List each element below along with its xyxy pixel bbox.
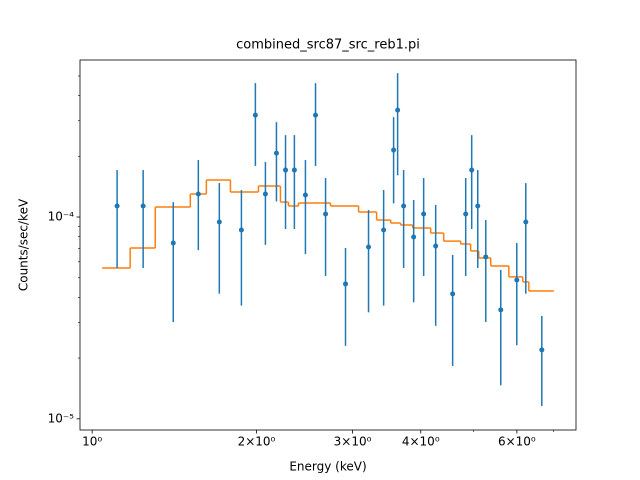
x-axis-label: Energy (keV) [289,460,366,474]
data-point [216,219,222,225]
x-tick-label: 10⁰ [82,435,102,449]
y-tick-label: 10⁻⁴ [48,210,75,224]
data-point [283,167,289,173]
data-point [411,234,417,240]
data-point [421,211,427,217]
data-point [302,192,308,198]
data-point [401,203,407,209]
chart-title: combined_src87_src_reb1.pi [236,38,420,53]
data-point [498,307,504,313]
data-point [273,150,279,156]
data-point [381,227,387,233]
data-point [238,227,244,233]
data-point [114,203,120,209]
data-point [170,240,176,246]
data-point [262,191,268,197]
data-point [291,167,297,173]
plot-frame [79,59,577,431]
data-point [195,191,201,197]
data-point [323,211,329,217]
y-axis-label: Counts/sec/keV [17,198,31,291]
data-point [313,112,319,118]
data-point [539,347,545,353]
data-point [523,219,529,225]
x-tick-label: 3×10⁰ [334,435,372,449]
x-tick-label: 2×10⁰ [238,435,276,449]
data-point [343,281,349,287]
data-point [450,291,456,297]
y-tick-label: 10⁻⁵ [48,411,75,425]
data-point [391,147,397,153]
data-point [140,203,146,209]
data-point [475,203,481,209]
data-point [483,254,489,260]
data-point [433,243,439,249]
data-point [252,112,258,118]
data-point [463,211,469,217]
data-point [469,167,475,173]
x-tick-label: 6×10⁰ [498,435,536,449]
data-point [366,244,372,250]
data-point [395,107,401,113]
data-point [514,277,520,283]
x-tick-label: 4×10⁰ [402,435,440,449]
